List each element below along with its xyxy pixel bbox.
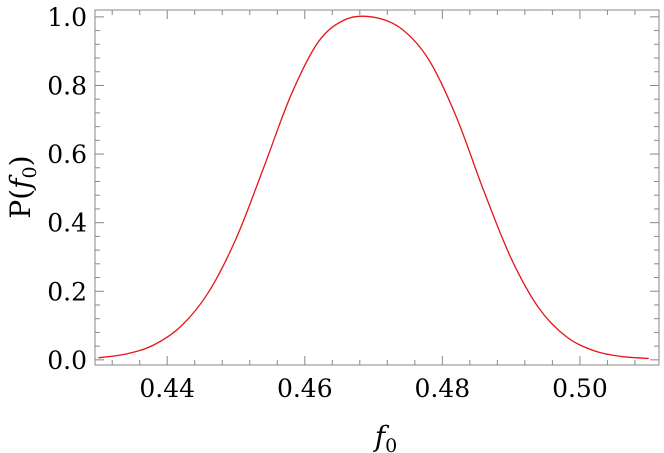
y-axis-label-prefix: P( — [4, 189, 37, 219]
y-axis-label-suffix: ) — [4, 155, 37, 166]
x-tick-label: 0.50 — [552, 374, 608, 403]
y-tick-label: 1.0 — [47, 3, 87, 32]
y-tick-label: 0.4 — [47, 209, 87, 238]
y-tick-label: 0.8 — [47, 71, 87, 100]
y-tick-label: 0.0 — [47, 346, 87, 375]
x-tick-label: 0.44 — [139, 374, 195, 403]
x-axis-label-sub: 0 — [385, 435, 397, 453]
x-axis: 0.44 0.46 0.48 0.50 — [111, 10, 636, 403]
y-axis: 0.0 0.2 0.4 0.6 0.8 1.0 — [47, 3, 659, 375]
series-line — [98, 15, 649, 360]
y-axis-label-sub: 0 — [19, 166, 41, 178]
x-tick-label: 0.46 — [277, 374, 333, 403]
plot-frame — [94, 9, 660, 366]
y-tick-label: 0.6 — [47, 140, 87, 169]
x-axis-label: f0 — [373, 420, 397, 453]
series-points — [97, 16, 650, 360]
y-tick-label: 0.2 — [47, 277, 87, 306]
y-axis-label: P(f0) — [4, 155, 41, 218]
x-tick-label: 0.48 — [415, 374, 471, 403]
